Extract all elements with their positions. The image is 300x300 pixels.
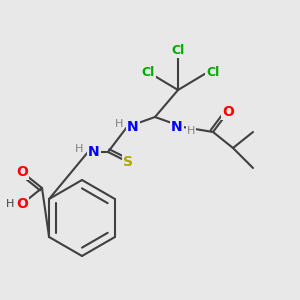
Text: S: S	[123, 155, 133, 169]
Text: Cl: Cl	[141, 65, 154, 79]
Text: Cl: Cl	[206, 65, 220, 79]
Text: H: H	[6, 199, 14, 209]
Text: O: O	[16, 165, 28, 179]
Text: Cl: Cl	[171, 44, 184, 56]
Text: N: N	[127, 120, 139, 134]
Text: O: O	[16, 197, 28, 211]
Text: N: N	[171, 120, 183, 134]
Text: N: N	[88, 145, 100, 159]
Text: H: H	[187, 126, 195, 136]
Text: O: O	[222, 105, 234, 119]
Text: H: H	[75, 144, 83, 154]
Text: H: H	[115, 119, 123, 129]
